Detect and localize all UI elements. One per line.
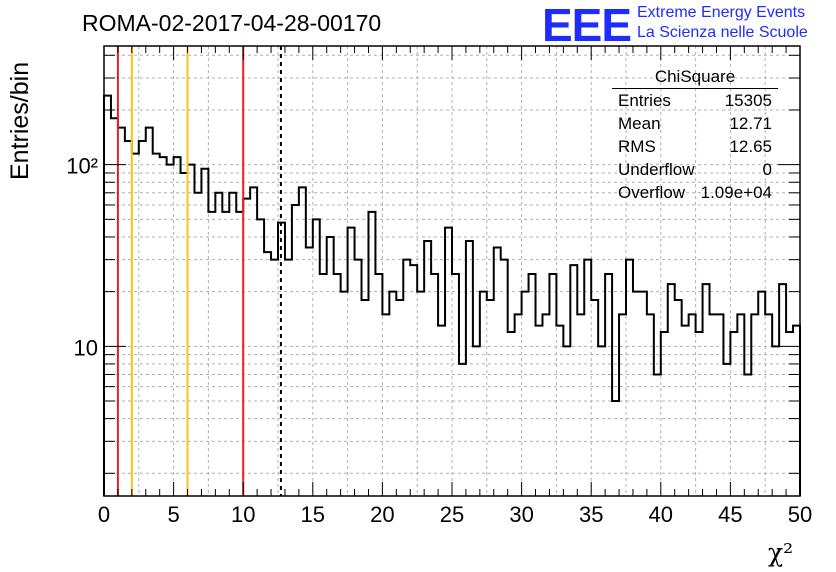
x-tick-label: 10 — [231, 502, 255, 527]
stats-key: Overflow — [618, 183, 686, 202]
logo-line-2: La Scienza nelle Scuole — [637, 24, 808, 41]
stats-header: ChiSquare — [612, 66, 778, 89]
eee-logo: EEE — [542, 0, 632, 51]
stats-row-entries: Entries 15305 — [612, 89, 778, 112]
stats-key: Mean — [618, 114, 661, 133]
y-axis-label: Entries/bin — [6, 61, 34, 180]
stats-value: 12.71 — [729, 114, 772, 133]
histogram-step-line — [103, 94, 801, 496]
x-tick-label: 45 — [718, 502, 742, 527]
stats-key: Entries — [618, 91, 671, 110]
logo-line-1: Extreme Energy Events — [637, 4, 806, 21]
x-tick-label: 5 — [167, 502, 179, 527]
y-tick-label: 10² — [66, 154, 98, 179]
x-tick-label: 0 — [98, 502, 110, 527]
stats-key: RMS — [618, 137, 656, 156]
x-tick-label: 40 — [649, 502, 673, 527]
stats-row-overflow: Overflow 1.09e+04 — [612, 181, 778, 204]
stats-value: 1.09e+04 — [700, 183, 772, 202]
x-tick-label: 50 — [788, 502, 812, 527]
stats-value: 0 — [762, 160, 772, 179]
x-tick-label: 30 — [509, 502, 533, 527]
chart-title: ROMA-02-2017-04-28-00170 — [82, 10, 382, 36]
stats-row-mean: Mean 12.71 — [612, 112, 778, 135]
stats-key: Underflow — [618, 160, 695, 179]
x-tick-label: 15 — [301, 502, 325, 527]
stats-value: 15305 — [724, 91, 772, 110]
stats-row-underflow: Underflow 0 — [612, 158, 778, 181]
x-axis-label: χ² — [768, 538, 794, 567]
x-tick-label: 35 — [579, 502, 603, 527]
y-tick-label: 10 — [74, 335, 98, 360]
x-tick-label: 25 — [440, 502, 464, 527]
stats-value: 12.65 — [729, 137, 772, 156]
stats-box: ChiSquare Entries 15305 Mean 12.71 RMS 1… — [612, 66, 778, 204]
stats-row-rms: RMS 12.65 — [612, 135, 778, 158]
x-tick-label: 20 — [370, 502, 394, 527]
